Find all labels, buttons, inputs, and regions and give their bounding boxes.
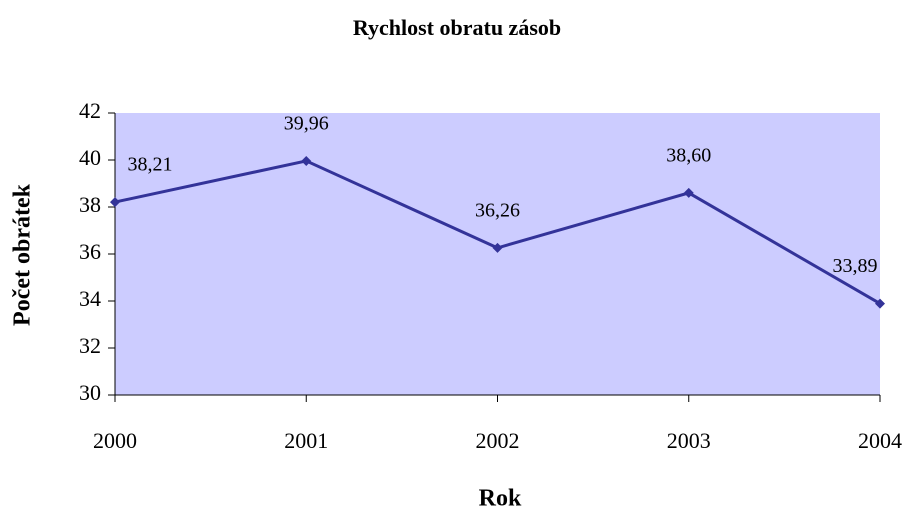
y-tick-label: 30 (79, 380, 101, 405)
data-label: 33,89 (833, 255, 878, 277)
x-tick-label: 2004 (858, 428, 902, 453)
data-label: 38,60 (666, 144, 711, 166)
x-tick-label: 2000 (93, 428, 137, 453)
x-tick-label: 2003 (667, 428, 711, 453)
y-axis-label: Počet obrátek (10, 183, 36, 326)
y-tick-label: 34 (79, 286, 101, 311)
chart-title: Rychlost obratu zásob (353, 15, 561, 40)
y-tick-label: 42 (79, 98, 101, 123)
y-tick-label: 40 (79, 145, 101, 170)
plot-area (115, 113, 880, 395)
data-label: 38,21 (128, 154, 173, 176)
point-marker (875, 298, 885, 309)
point-marker (492, 242, 503, 253)
y-tick-label: 36 (79, 239, 101, 264)
x-tick-label: 2002 (476, 428, 520, 453)
data-label: 39,96 (284, 113, 329, 135)
x-tick-label: 2001 (284, 428, 328, 453)
point-marker (301, 155, 312, 166)
x-axis-label: Rok (479, 486, 522, 512)
y-tick-label: 32 (79, 333, 101, 358)
y-tick-label: 38 (79, 192, 101, 217)
point-marker (110, 197, 120, 208)
point-marker (683, 187, 694, 198)
data-label: 36,26 (475, 199, 520, 221)
